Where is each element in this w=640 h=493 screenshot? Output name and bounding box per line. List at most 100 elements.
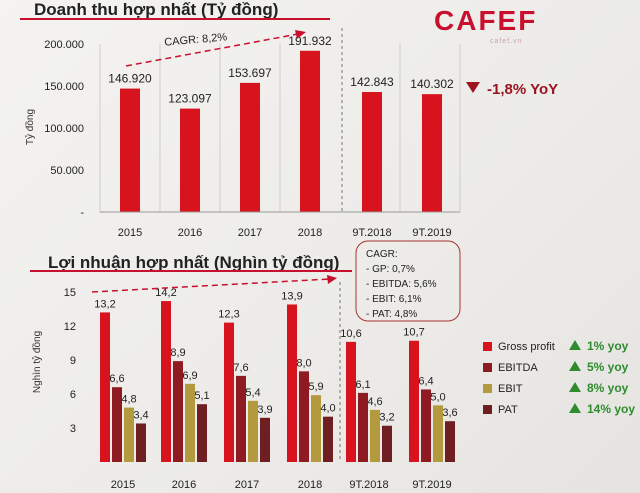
profit-value-label: 10,6 [340, 328, 361, 340]
profit-bar [100, 312, 110, 462]
revenue-x-tick-label: 2018 [298, 227, 322, 239]
profit-cagr-line: CAGR: [366, 249, 398, 260]
revenue-value-label: 153.697 [228, 66, 272, 80]
revenue-value-label: 191.932 [288, 34, 332, 48]
profit-value-label: 4,0 [320, 403, 335, 415]
logo-subtext: cafef.vn [490, 38, 523, 45]
profit-value-label: 6,1 [355, 379, 370, 391]
profit-value-label: 6,9 [182, 370, 197, 382]
revenue-chart-title: Doanh thu hợp nhất (Tỷ đồng) [34, 0, 278, 19]
revenue-bar [300, 50, 320, 213]
revenue-bar [422, 94, 442, 212]
profit-bar [112, 387, 122, 462]
legend-label: Gross profit [498, 341, 555, 353]
revenue-y-tick-label: 100.000 [44, 123, 84, 135]
revenue-bar [362, 92, 382, 212]
profit-cagr-line: - EBIT: 6,1% [366, 294, 422, 305]
profit-bar [445, 421, 455, 462]
profit-x-tick-label: 2015 [111, 479, 135, 491]
profit-x-tick-label: 2016 [172, 479, 196, 491]
profit-value-label: 6,4 [418, 375, 433, 387]
yoy-up-arrow [569, 403, 581, 413]
profit-cagr-line: - EBITDA: 5,6% [366, 279, 437, 290]
profit-bar [185, 383, 195, 462]
profit-value-label: 10,7 [403, 327, 424, 339]
profit-bar [358, 392, 368, 462]
profit-bar [260, 417, 270, 462]
profit-cagr-line: - PAT: 4,8% [366, 309, 417, 320]
profit-bar [236, 375, 246, 462]
revenue-yoy-down-arrow [466, 82, 480, 93]
legend-yoy-label: 8% yoy [587, 381, 629, 395]
profit-bar [161, 301, 171, 462]
revenue-yoy-label: -1,8% YoY [487, 81, 558, 98]
profit-bar [299, 371, 309, 462]
profit-cagr-line: - GP: 0,7% [366, 264, 415, 275]
profit-value-label: 3,2 [379, 412, 394, 424]
revenue-value-labels: 146.920 123.097 153.697 191.932 142.843 140.3… [108, 34, 454, 106]
yoy-up-arrow [569, 340, 581, 350]
profit-bar [224, 322, 234, 462]
profit-value-label: 3,9 [257, 404, 272, 416]
profit-x-tick-label: 9T.2019 [412, 479, 451, 491]
legend-swatch [483, 384, 492, 393]
revenue-value-label: 146.920 [108, 72, 152, 86]
revenue-y-tick-label: 200.000 [44, 39, 84, 51]
profit-x-tick-label: 2018 [298, 479, 322, 491]
revenue-cagr-arrowhead [295, 30, 306, 39]
revenue-y-ticks: - 50.000 100.000 150.000 200.000 [44, 39, 84, 219]
profit-bar [136, 423, 146, 462]
yoy-up-arrow [569, 361, 581, 371]
revenue-y-tick-label: 50.000 [50, 165, 84, 177]
profit-y-axis-label: Nghìn tỷ đồng [31, 331, 43, 393]
profit-value-label: 4,6 [367, 396, 382, 408]
legend-yoy-label: 1% yoy [587, 339, 629, 353]
profit-value-label: 7,6 [233, 362, 248, 374]
legend-swatch [483, 363, 492, 372]
profit-value-label: 5,1 [194, 390, 209, 402]
profit-cagr-box [355, 240, 461, 322]
profit-value-label: 3,6 [442, 407, 457, 419]
revenue-y-axis-label: Tỷ đồng [24, 109, 36, 145]
profit-bar [346, 341, 356, 462]
profit-y-tick-label: 6 [70, 389, 76, 401]
legend-swatch [483, 342, 492, 351]
revenue-x-tick-label: 9T.2019 [412, 227, 451, 239]
revenue-x-tick-label: 2016 [178, 227, 202, 239]
profit-bars [100, 301, 455, 462]
revenue-cagr-label: CAGR: 8,2% [164, 31, 228, 48]
legend-yoy-label: 5% yoy [587, 360, 629, 374]
profit-x-ticks: 2015 2016 2017 2018 9T.2018 9T.2019 [111, 479, 452, 491]
revenue-bars [120, 50, 442, 213]
profit-value-label: 5,4 [245, 387, 260, 399]
profit-bar [248, 400, 258, 462]
profit-bar [433, 405, 443, 462]
profit-y-tick-label: 9 [70, 355, 76, 367]
profit-bar [287, 304, 297, 462]
profit-value-label: 13,2 [94, 298, 115, 310]
revenue-y-tick-label: - [80, 207, 84, 219]
profit-y-tick-label: 3 [70, 423, 76, 435]
revenue-x-tick-label: 9T.2018 [352, 227, 391, 239]
revenue-value-label: 123.097 [168, 92, 212, 106]
profit-bar [173, 361, 183, 462]
revenue-chart: Doanh thu hợp nhất (Tỷ đồng) Tỷ đồng - 50… [20, 0, 558, 239]
yoy-up-arrow [569, 382, 581, 392]
profit-y-ticks: 3 6 9 12 15 [64, 287, 76, 435]
cafef-logo: CAFEF cafef.vn [434, 5, 535, 45]
profit-bar [323, 416, 333, 462]
profit-y-tick-label: 12 [64, 321, 76, 333]
revenue-x-ticks: 2015 2016 2017 2018 9T.2018 9T.2019 [118, 227, 452, 239]
profit-x-tick-label: 2017 [235, 479, 259, 491]
profit-value-label: 12,3 [218, 309, 239, 321]
revenue-value-label: 142.843 [350, 75, 394, 89]
legend-swatch [483, 405, 492, 414]
legend-label: EBITDA [498, 362, 538, 374]
profit-value-labels: 13,2 6,6 4,8 3,4 14,2 8,9 6,9 5,1 12,3 7,6 5,4 3,9 1… [94, 287, 457, 424]
legend-label: EBIT [498, 383, 523, 395]
profit-value-label: 8,9 [170, 347, 185, 359]
revenue-bar [120, 88, 140, 212]
profit-bar [409, 340, 419, 462]
profit-value-label: 3,4 [133, 409, 148, 421]
